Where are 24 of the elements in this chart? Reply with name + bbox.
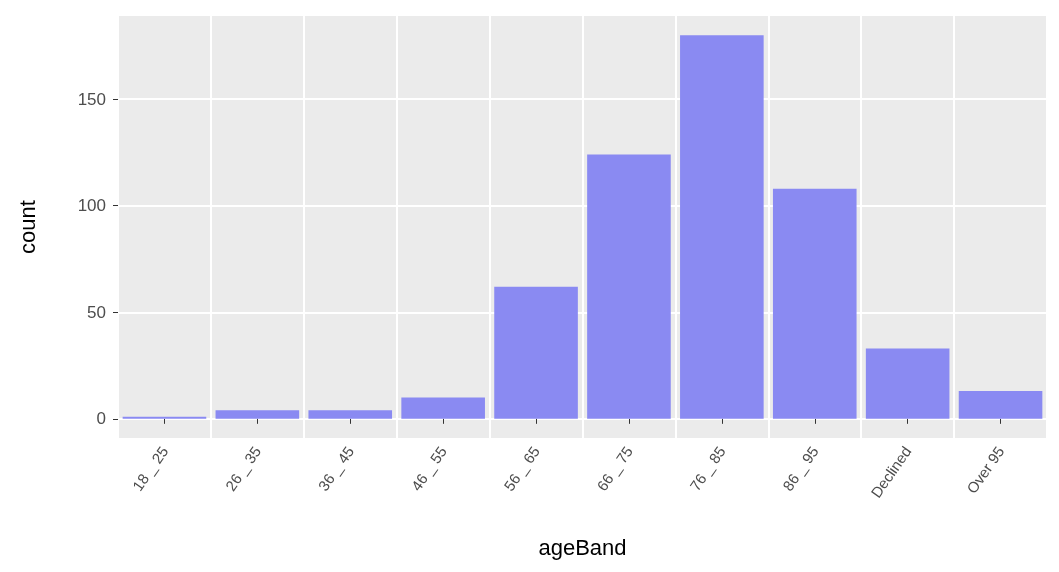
bar: [772, 188, 857, 419]
bar: [308, 410, 393, 419]
x-axis-title: ageBand: [538, 534, 627, 560]
x-tick-label: 86 _ 95: [779, 443, 822, 494]
bar: [587, 154, 671, 419]
bar: [494, 286, 578, 419]
bar: [865, 348, 950, 419]
y-tick-label: 50: [87, 302, 106, 322]
x-tick-label: 76 _ 85: [686, 443, 729, 494]
y-axis-title: count: [14, 200, 40, 254]
x-tick-label: 46 _ 55: [407, 443, 451, 494]
y-tick-label: 0: [96, 409, 106, 429]
x-tick-label: 56 _ 65: [500, 443, 544, 494]
x-tick-label: 26 _ 35: [221, 443, 265, 494]
x-tick-label: 36 _ 45: [314, 443, 358, 494]
bar: [680, 35, 764, 419]
x-tick-label: 66 _ 75: [593, 443, 636, 494]
bar: [122, 416, 207, 419]
y-tick-label: 150: [77, 89, 106, 109]
y-tick-label: 100: [77, 196, 106, 216]
bar: [401, 397, 485, 419]
bar: [958, 391, 1043, 419]
x-tick-label: 18 _ 25: [128, 443, 172, 494]
bar: [215, 410, 300, 419]
